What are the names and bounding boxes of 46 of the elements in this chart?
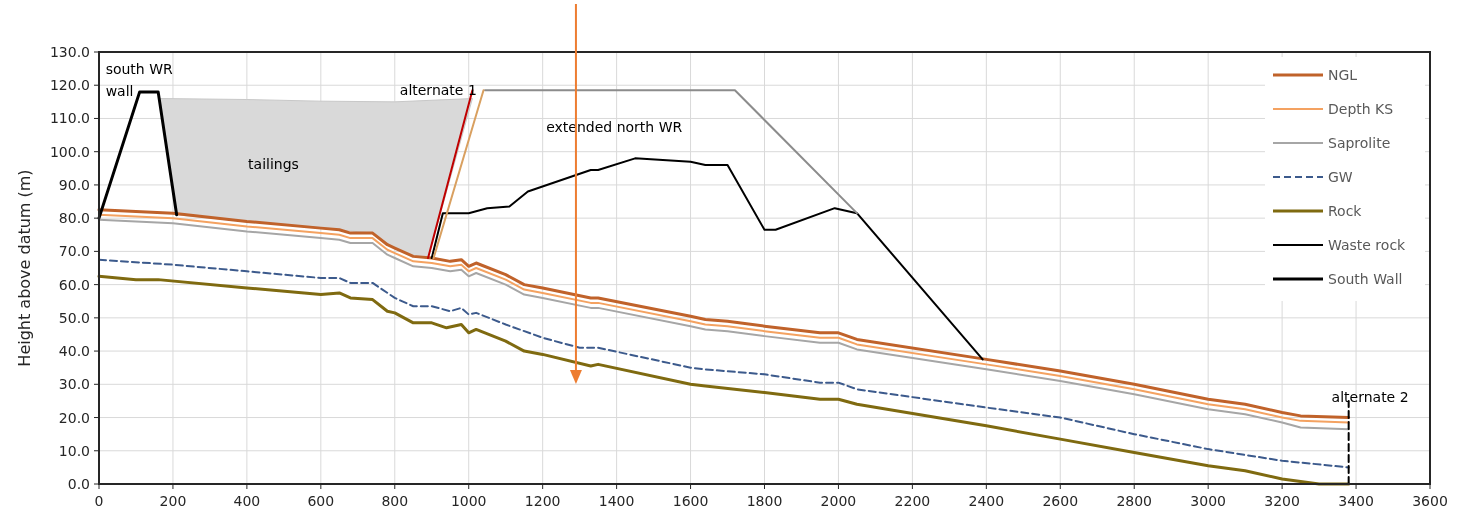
x-tick-label: 3000 — [1190, 493, 1226, 509]
annotation: alternate 1 — [399, 82, 477, 99]
x-tick-label: 200 — [159, 493, 187, 509]
y-tick-label: 0.0 — [67, 476, 90, 492]
x-tick-label: 0 — [94, 493, 104, 509]
y-tick-label: 40.0 — [58, 343, 90, 360]
x-tick-label: 2200 — [894, 493, 931, 509]
x-tick-label: 2600 — [1042, 493, 1079, 509]
y-tick-label: 100.0 — [49, 143, 90, 160]
line-series — [430, 157, 984, 361]
legend-label: Saprolite — [1328, 135, 1391, 151]
x-tick-label: 3600 — [1412, 493, 1448, 509]
y-tick-label: 110.0 — [49, 110, 90, 127]
x-tick-label: 1800 — [746, 493, 783, 509]
x-tick-label: 400 — [233, 493, 261, 509]
y-tick-label: 60.0 — [58, 276, 90, 293]
x-tick-label: 800 — [381, 493, 409, 509]
x-tick-label: 600 — [307, 493, 335, 509]
y-tick-label: 50.0 — [58, 309, 90, 326]
y-tick-label: 120.0 — [49, 77, 90, 94]
y-tick-label: 30.0 — [58, 376, 90, 393]
annotation: alternate 2 — [1331, 388, 1409, 405]
x-tick-label: 2000 — [820, 493, 857, 509]
legend-label: GW — [1328, 169, 1353, 185]
x-tick-label: 3400 — [1338, 493, 1374, 509]
legend-label: Waste rock — [1328, 237, 1407, 253]
annotation: tailings — [248, 155, 299, 172]
legend-label: Depth KS — [1328, 101, 1394, 117]
legend-label: South Wall — [1328, 271, 1403, 287]
x-tick-label: 2800 — [1116, 493, 1153, 509]
y-axis-title: Height above datum (m) — [15, 169, 34, 367]
y-tick-label: 70.0 — [58, 243, 90, 260]
legend-label: NGL — [1328, 67, 1358, 83]
x-tick-label: 1200 — [524, 493, 561, 509]
annotation: south WR wall — [105, 60, 174, 99]
x-tick-label: 3200 — [1264, 493, 1300, 509]
y-tick-label: 80.0 — [58, 210, 90, 227]
x-tick-label: 1000 — [450, 493, 487, 509]
y-tick-label: 90.0 — [58, 176, 90, 193]
legend-label: Rock — [1328, 203, 1363, 219]
y-tick-label: 130.0 — [49, 44, 90, 60]
y-tick-label: 10.0 — [58, 442, 90, 459]
y-tick-label: 20.0 — [58, 409, 90, 426]
x-tick-label: 2400 — [968, 493, 1005, 509]
x-tick-label: 1600 — [672, 493, 709, 509]
x-tick-label: 1400 — [598, 493, 635, 509]
